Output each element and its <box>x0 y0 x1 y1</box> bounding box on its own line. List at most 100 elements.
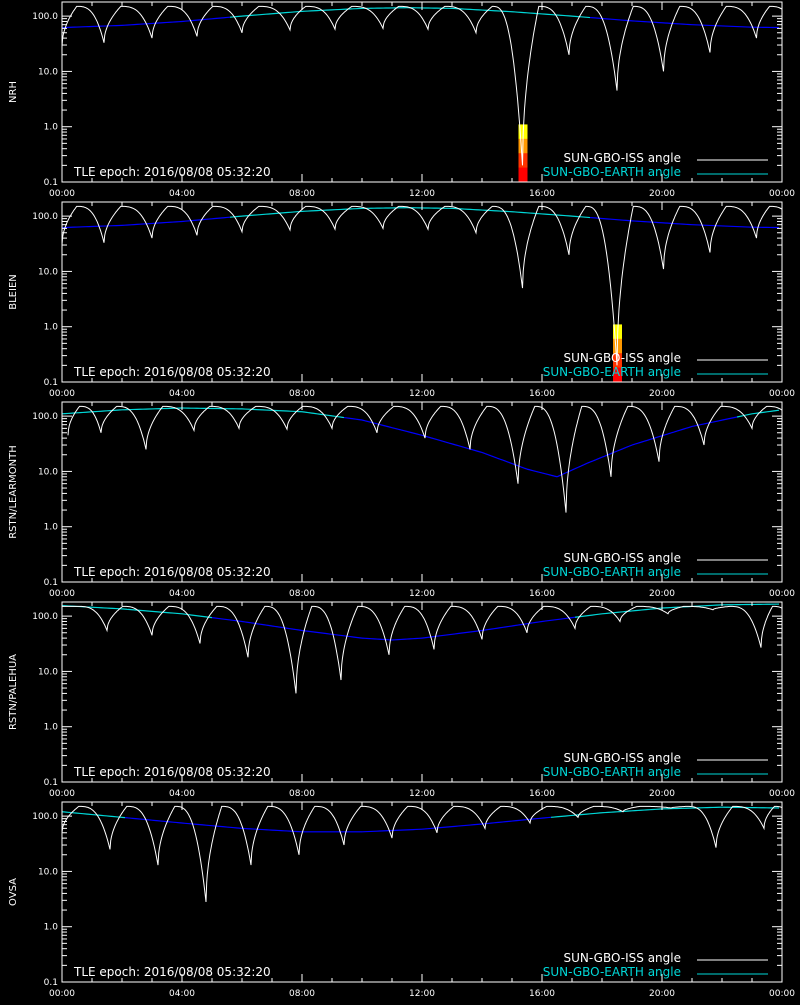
earth-angle-segment <box>668 433 671 434</box>
earth-angle-segment <box>692 426 695 427</box>
earth-angle-segment <box>608 454 611 455</box>
y-tick-label: 100.0 <box>32 412 58 422</box>
earth-angle-segment <box>428 437 431 438</box>
y-tick-label: 10.0 <box>38 867 58 877</box>
legend-iss-label: SUN-GBO-ISS angle <box>564 151 681 165</box>
station-label: OVSA <box>8 878 19 906</box>
earth-angle-segment <box>590 461 593 462</box>
earth-angle-segment <box>635 443 638 444</box>
earth-angle-segment <box>491 456 494 457</box>
x-tick-label: 16:00 <box>529 189 555 199</box>
earth-angle-segment <box>632 444 635 445</box>
earth-angle-segment <box>449 443 452 444</box>
x-tick-label: 00:00 <box>49 389 75 399</box>
earth-angle-segment <box>401 430 404 431</box>
iss-angle-curve <box>62 206 794 365</box>
earth-angle-segment <box>494 457 497 458</box>
earth-angle-segment <box>656 437 659 438</box>
y-tick-label: 1.0 <box>44 523 59 533</box>
earth-angle-segment <box>398 429 401 430</box>
x-tick-label: 04:00 <box>169 589 195 599</box>
earth-angle-segment <box>641 441 644 442</box>
tle-epoch-text: TLE epoch: 2016/08/08 05:32:20 <box>73 365 271 379</box>
x-tick-label: 00:00 <box>49 589 75 599</box>
earth-angle-segment <box>485 454 488 455</box>
x-tick-label: 16:00 <box>529 789 555 799</box>
earth-angle-segment <box>410 432 413 433</box>
earth-angle-segment <box>437 440 440 441</box>
x-tick-label: 20:00 <box>649 389 675 399</box>
earth-angle-segment <box>602 456 605 457</box>
legend-earth-label: SUN-GBO-EARTH angle <box>543 965 681 979</box>
x-tick-label: 16:00 <box>529 589 555 599</box>
earth-angle-segment <box>380 425 383 426</box>
earth-angle-segment <box>725 419 728 420</box>
earth-angle-segment <box>569 470 572 471</box>
legend-earth-label: SUN-GBO-EARTH angle <box>543 565 681 579</box>
y-tick-label: 10.0 <box>38 267 58 277</box>
x-tick-label: 20:00 <box>649 789 675 799</box>
earth-angle-segment <box>440 440 443 441</box>
earth-angle-segment <box>386 426 389 427</box>
x-tick-label: 20:00 <box>649 589 675 599</box>
earth-angle-segment <box>482 452 485 453</box>
iss-angle-curve <box>62 806 794 902</box>
earth-angle-segment <box>734 417 737 418</box>
iss-angle-curve <box>62 6 794 165</box>
earth-angle-segment <box>719 420 722 421</box>
earth-angle-segment <box>722 420 725 421</box>
y-tick-label: 0.1 <box>44 178 58 188</box>
x-tick-label: 16:00 <box>529 389 555 399</box>
earth-angle-segment <box>533 471 536 472</box>
earth-angle-segment <box>521 467 524 468</box>
earth-angle-segment <box>626 446 629 447</box>
earth-angle-segment <box>524 468 527 469</box>
earth-angle-segment <box>461 446 464 447</box>
earth-angle-segment <box>659 436 662 437</box>
x-tick-label: 12:00 <box>409 989 435 999</box>
earth-angle-segment <box>584 463 587 464</box>
earth-angle-segment <box>596 458 599 459</box>
earth-angle-segment <box>551 475 554 476</box>
earth-angle-segment <box>665 434 668 435</box>
legend-iss-label: SUN-GBO-ISS angle <box>564 751 681 765</box>
earth-angle-segment <box>455 445 458 446</box>
earth-angle-segment <box>365 421 368 422</box>
earth-angle-segment <box>383 425 386 426</box>
earth-angle-segment <box>704 423 707 424</box>
y-tick-label: 1.0 <box>44 323 59 333</box>
earth-angle-segment <box>689 426 692 427</box>
x-tick-label: 00:00 <box>49 789 75 799</box>
earth-angle-segment <box>671 432 674 433</box>
earth-angle-segment <box>473 450 476 451</box>
earth-angle-segment <box>416 434 419 435</box>
x-tick-label: 08:00 <box>289 989 315 999</box>
earth-angle-segment <box>434 439 437 440</box>
earth-angle-segment <box>446 442 449 443</box>
earth-angle-segment <box>587 462 590 463</box>
y-tick-label: 100.0 <box>32 812 58 822</box>
y-tick-label: 10.0 <box>38 67 58 77</box>
earth-angle-segment <box>488 455 491 456</box>
earth-angle-segment <box>614 451 617 452</box>
x-tick-label: 00:00 <box>769 189 795 199</box>
legend-iss-label: SUN-GBO-ISS angle <box>564 351 681 365</box>
x-tick-label: 04:00 <box>169 789 195 799</box>
earth-angle-segment <box>677 430 680 431</box>
x-tick-label: 20:00 <box>649 989 675 999</box>
earth-angle-segment <box>530 470 533 471</box>
station-label: BLEIEN <box>8 274 19 310</box>
earth-angle-segment <box>458 446 461 447</box>
x-tick-label: 08:00 <box>289 789 315 799</box>
x-tick-label: 00:00 <box>769 589 795 599</box>
x-tick-label: 12:00 <box>409 789 435 799</box>
earth-angle-segment <box>563 473 566 474</box>
x-tick-label: 04:00 <box>169 389 195 399</box>
earth-angle-segment <box>647 439 650 440</box>
earth-angle-segment <box>575 467 578 468</box>
